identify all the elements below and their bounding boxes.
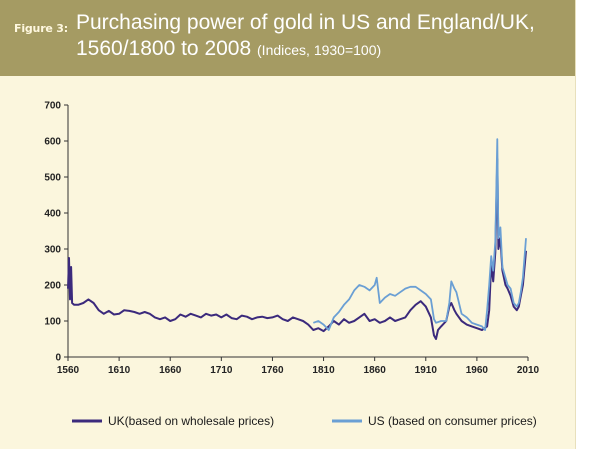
y-tick-label: 500 [44, 173, 61, 184]
x-tick-label: 1760 [261, 365, 284, 376]
legend: UK(based on wholesale prices) US (based o… [72, 414, 537, 428]
x-tick-label: 1660 [159, 365, 182, 376]
x-tick-label: 1910 [415, 365, 438, 376]
series-line-us [313, 138, 527, 331]
series-line-uk [67, 158, 527, 340]
x-tick-label: 1610 [108, 365, 131, 376]
legend-label-us: US (based on consumer prices) [368, 414, 537, 428]
x-tick-label: 2010 [517, 365, 540, 376]
x-tick-label: 1560 [57, 365, 80, 376]
x-axis: 1560 1610 1660 1710 1760 1810 1860 1910 1960 2010 [57, 356, 540, 376]
y-tick-label: 600 [44, 137, 61, 148]
chart-title: Purchasing power of gold in US and Engla… [76, 10, 571, 63]
y-tick-label: 700 [44, 101, 61, 112]
x-tick-label: 1810 [312, 365, 335, 376]
figure-label: Figure 3: [14, 22, 68, 35]
y-axis: 0 100 200 300 400 500 600 700 [44, 101, 69, 364]
figure-header: Figure 3: Purchasing power of gold in US… [0, 0, 575, 76]
y-tick-label: 200 [44, 281, 61, 292]
x-tick-label: 1860 [364, 365, 387, 376]
y-tick-label: 100 [44, 317, 61, 328]
y-tick-label: 300 [44, 245, 61, 256]
chart-title-main: Purchasing power of gold in US and Engla… [76, 11, 535, 60]
x-tick-label: 1960 [466, 365, 489, 376]
chart-subtitle: (Indices, 1930=100) [257, 42, 382, 58]
y-tick-label: 400 [44, 209, 61, 220]
series-layer [67, 138, 527, 340]
legend-label-uk: UK(based on wholesale prices) [108, 414, 274, 428]
x-tick-label: 1710 [210, 365, 233, 376]
y-tick-label: 0 [55, 353, 61, 364]
